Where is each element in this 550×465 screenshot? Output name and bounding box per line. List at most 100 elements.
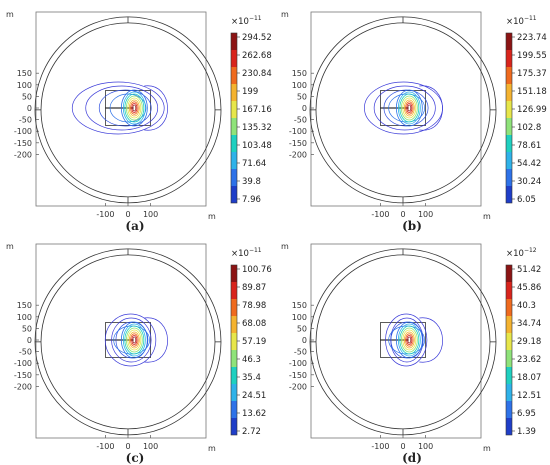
caption-a: (a) <box>125 219 145 233</box>
y-tick-label: -200 <box>289 150 307 159</box>
contour-line <box>397 91 421 125</box>
y-tick-label: 150 <box>292 69 307 78</box>
y-tick-label: -100 <box>289 127 307 136</box>
contour-line <box>400 327 418 353</box>
colorbar-segment <box>231 333 237 350</box>
x-tick-label: -100 <box>96 442 114 451</box>
colorbar-label: 223.74 <box>517 33 547 43</box>
colorbar-segment <box>506 67 512 84</box>
colorbar-segment <box>231 384 237 401</box>
colorbar-segment <box>506 33 512 50</box>
y-tick-label: 100 <box>17 313 32 322</box>
y-tick-label: 100 <box>17 81 32 90</box>
colorbar-label: 57.19 <box>242 337 266 347</box>
y-tick-label: 50 <box>297 92 307 101</box>
caption-b: (b) <box>402 219 422 233</box>
colorbar-label: 78.61 <box>517 141 541 151</box>
colorbar-segment <box>231 169 237 186</box>
colorbar-segment <box>506 265 512 282</box>
caption-d: (d) <box>402 451 422 465</box>
inner-block <box>380 90 427 126</box>
y-tick-label: 50 <box>297 324 307 333</box>
contour-line <box>419 85 443 131</box>
colorbar-segment <box>231 316 237 333</box>
colorbar-label: 6.05 <box>517 195 536 205</box>
y-tick-label: -100 <box>14 127 32 136</box>
colorbar-label: 199 <box>242 87 258 97</box>
contour-line <box>109 93 147 123</box>
colorbar-label: 51.42 <box>517 265 541 275</box>
y-tick-label: -50 <box>294 348 307 357</box>
colorbar-exponent: ×10−11 <box>231 15 262 27</box>
contour-line <box>127 329 142 351</box>
colorbar-segment <box>231 186 237 203</box>
colorbar-label: 35.4 <box>242 373 261 383</box>
contour-line <box>406 335 413 346</box>
colorbar-label: 89.87 <box>242 283 266 293</box>
x-tick-label: 0 <box>125 442 130 451</box>
colorbar-label: 68.08 <box>242 319 266 329</box>
contour-line <box>402 97 417 119</box>
contour-line <box>399 325 420 355</box>
colorbar-segment <box>231 118 237 135</box>
colorbar-label: 54.42 <box>517 159 541 169</box>
y-tick-label: 100 <box>292 313 307 322</box>
colorbar-exponent: ×10−11 <box>231 247 262 259</box>
contour-line <box>406 103 413 114</box>
colorbar-label: 45.86 <box>517 283 541 293</box>
colorbar-segment <box>506 186 512 203</box>
contour-line <box>373 85 436 131</box>
contour-line <box>407 104 412 112</box>
colorbar-segment <box>506 299 512 316</box>
y-tick-label: 100 <box>292 81 307 90</box>
colorbar-segment <box>231 50 237 67</box>
colorbar-label: 29.18 <box>517 337 541 347</box>
colorbar-frame <box>505 32 513 204</box>
contour-line <box>128 99 140 117</box>
colorbar-segment <box>506 135 512 152</box>
colorbar-label: 12.51 <box>517 391 541 401</box>
x-tick-label: 0 <box>125 210 130 219</box>
contour-line <box>397 323 421 357</box>
colorbar-label: 151.18 <box>517 87 547 97</box>
colorbar-segment <box>506 282 512 299</box>
y-axis-unit: m <box>281 242 289 251</box>
x-tick-label: 100 <box>143 442 158 451</box>
colorbar-label: 18.07 <box>517 373 541 383</box>
x-tick-label: 100 <box>418 210 433 219</box>
panel-a: 150 100 50 0 -50 -100 -150 -200 -100 0 100 m m ×10−11… <box>0 0 275 233</box>
y-tick-label: -200 <box>14 150 32 159</box>
contour-line <box>71 81 165 135</box>
colorbar-label: 102.8 <box>517 123 541 133</box>
x-axis-unit: m <box>483 444 491 453</box>
contour-line <box>407 336 412 344</box>
y-tick-label: -150 <box>289 371 307 380</box>
y-tick-label: -50 <box>19 348 32 357</box>
colorbar-segment <box>506 401 512 418</box>
colorbar-segment <box>231 401 237 418</box>
colorbar-segment <box>231 33 237 50</box>
y-tick-label: -150 <box>14 371 32 380</box>
y-tick-label: -150 <box>14 139 32 148</box>
colorbar-label: 24.51 <box>242 391 266 401</box>
y-tick-label: 0 <box>302 104 307 113</box>
colorbar-segment <box>506 169 512 186</box>
colorbar-segment <box>506 384 512 401</box>
y-tick-label: 0 <box>302 336 307 345</box>
x-axis-unit: m <box>483 212 491 221</box>
colorbar-segment <box>506 84 512 101</box>
contour-line <box>132 336 137 344</box>
colorbar-label: 71.64 <box>242 159 266 169</box>
y-tick-label: 50 <box>22 92 32 101</box>
contour-line <box>125 95 143 121</box>
colorbar-segment <box>231 101 237 118</box>
contour-line <box>124 325 145 355</box>
contour-line <box>104 313 157 367</box>
y-tick-label: 0 <box>27 104 32 113</box>
contour-line <box>388 93 425 123</box>
colorbar-segment <box>231 67 237 84</box>
panel-b: 150 100 50 0 -50 -100 -150 -200 -100 0 100 m m ×10−11… <box>275 0 550 233</box>
colorbar-label: 100.76 <box>242 265 272 275</box>
contour-line <box>111 317 152 363</box>
contour-plot-b: 150 100 50 0 -50 -100 -150 -200 -100 0 100 m m ×10−11… <box>281 10 547 221</box>
